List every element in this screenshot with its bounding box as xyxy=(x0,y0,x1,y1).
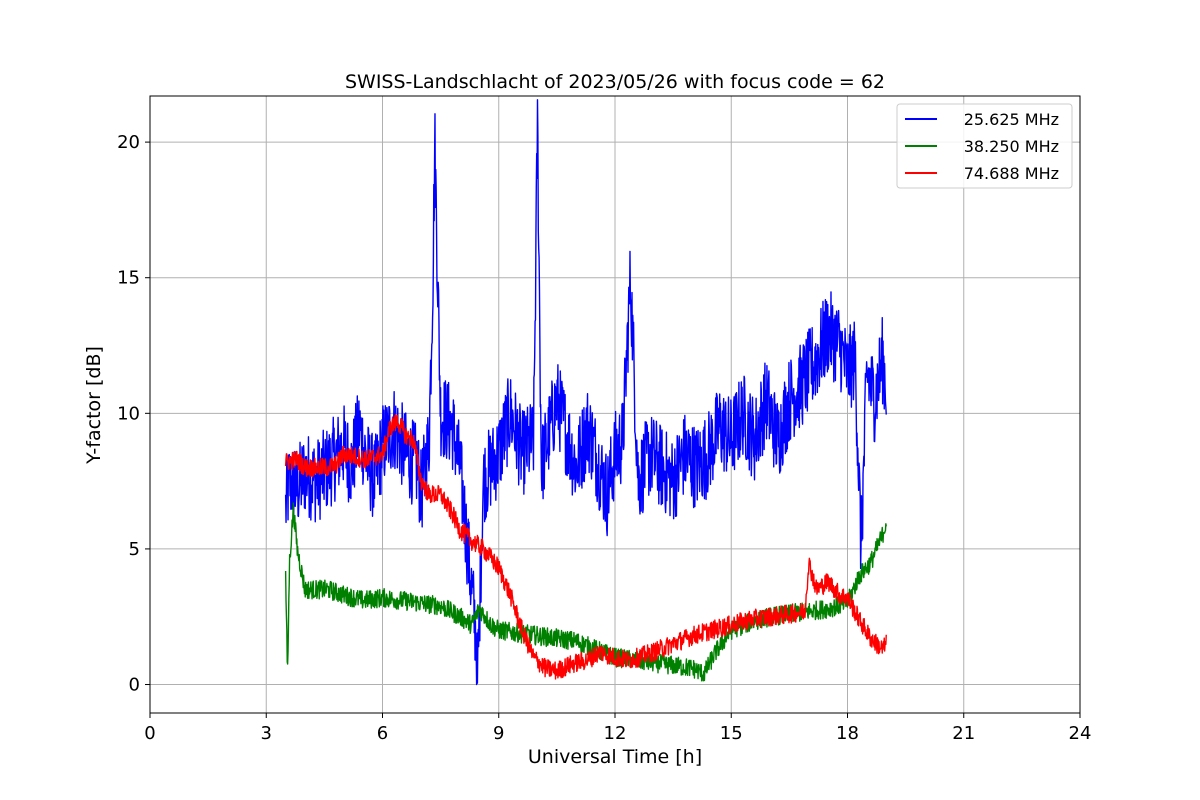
x-tick-label: 18 xyxy=(836,723,859,744)
x-tick-label: 15 xyxy=(720,723,743,744)
legend-label: 38.250 MHz xyxy=(964,137,1059,156)
series-layer xyxy=(284,99,887,686)
x-axis-label: Universal Time [h] xyxy=(528,746,702,768)
y-axis-label: Y-factor [dB] xyxy=(83,346,105,465)
y-tick-label: 5 xyxy=(129,539,140,560)
series-line-2 xyxy=(284,413,887,680)
legend-label: 25.625 MHz xyxy=(964,110,1059,129)
x-tick-label: 12 xyxy=(604,723,627,744)
x-tick-label: 21 xyxy=(952,723,975,744)
y-tick-label: 0 xyxy=(129,675,140,696)
x-tick-label: 3 xyxy=(261,723,272,744)
x-tick-label: 24 xyxy=(1069,723,1092,744)
x-tick-label: 0 xyxy=(144,723,155,744)
y-tick-label: 10 xyxy=(117,403,140,424)
series-line-1 xyxy=(284,502,887,682)
x-tick-label: 9 xyxy=(493,723,504,744)
series-line-0 xyxy=(284,99,887,686)
legend: 25.625 MHz 38.250 MHz 74.688 MHz xyxy=(896,103,1073,189)
chart-title: SWISS-Landschlacht of 2023/05/26 with fo… xyxy=(345,71,885,93)
x-tick-label: 6 xyxy=(377,723,388,744)
x-axis: 0 3 6 9 12 15 18 21 24 xyxy=(144,713,1091,744)
y-tick-label: 15 xyxy=(117,268,140,289)
legend-box xyxy=(896,103,1073,189)
legend-label: 74.688 MHz xyxy=(964,164,1059,183)
y-tick-label: 20 xyxy=(117,132,140,153)
y-axis: 0 5 10 15 20 xyxy=(117,132,150,696)
